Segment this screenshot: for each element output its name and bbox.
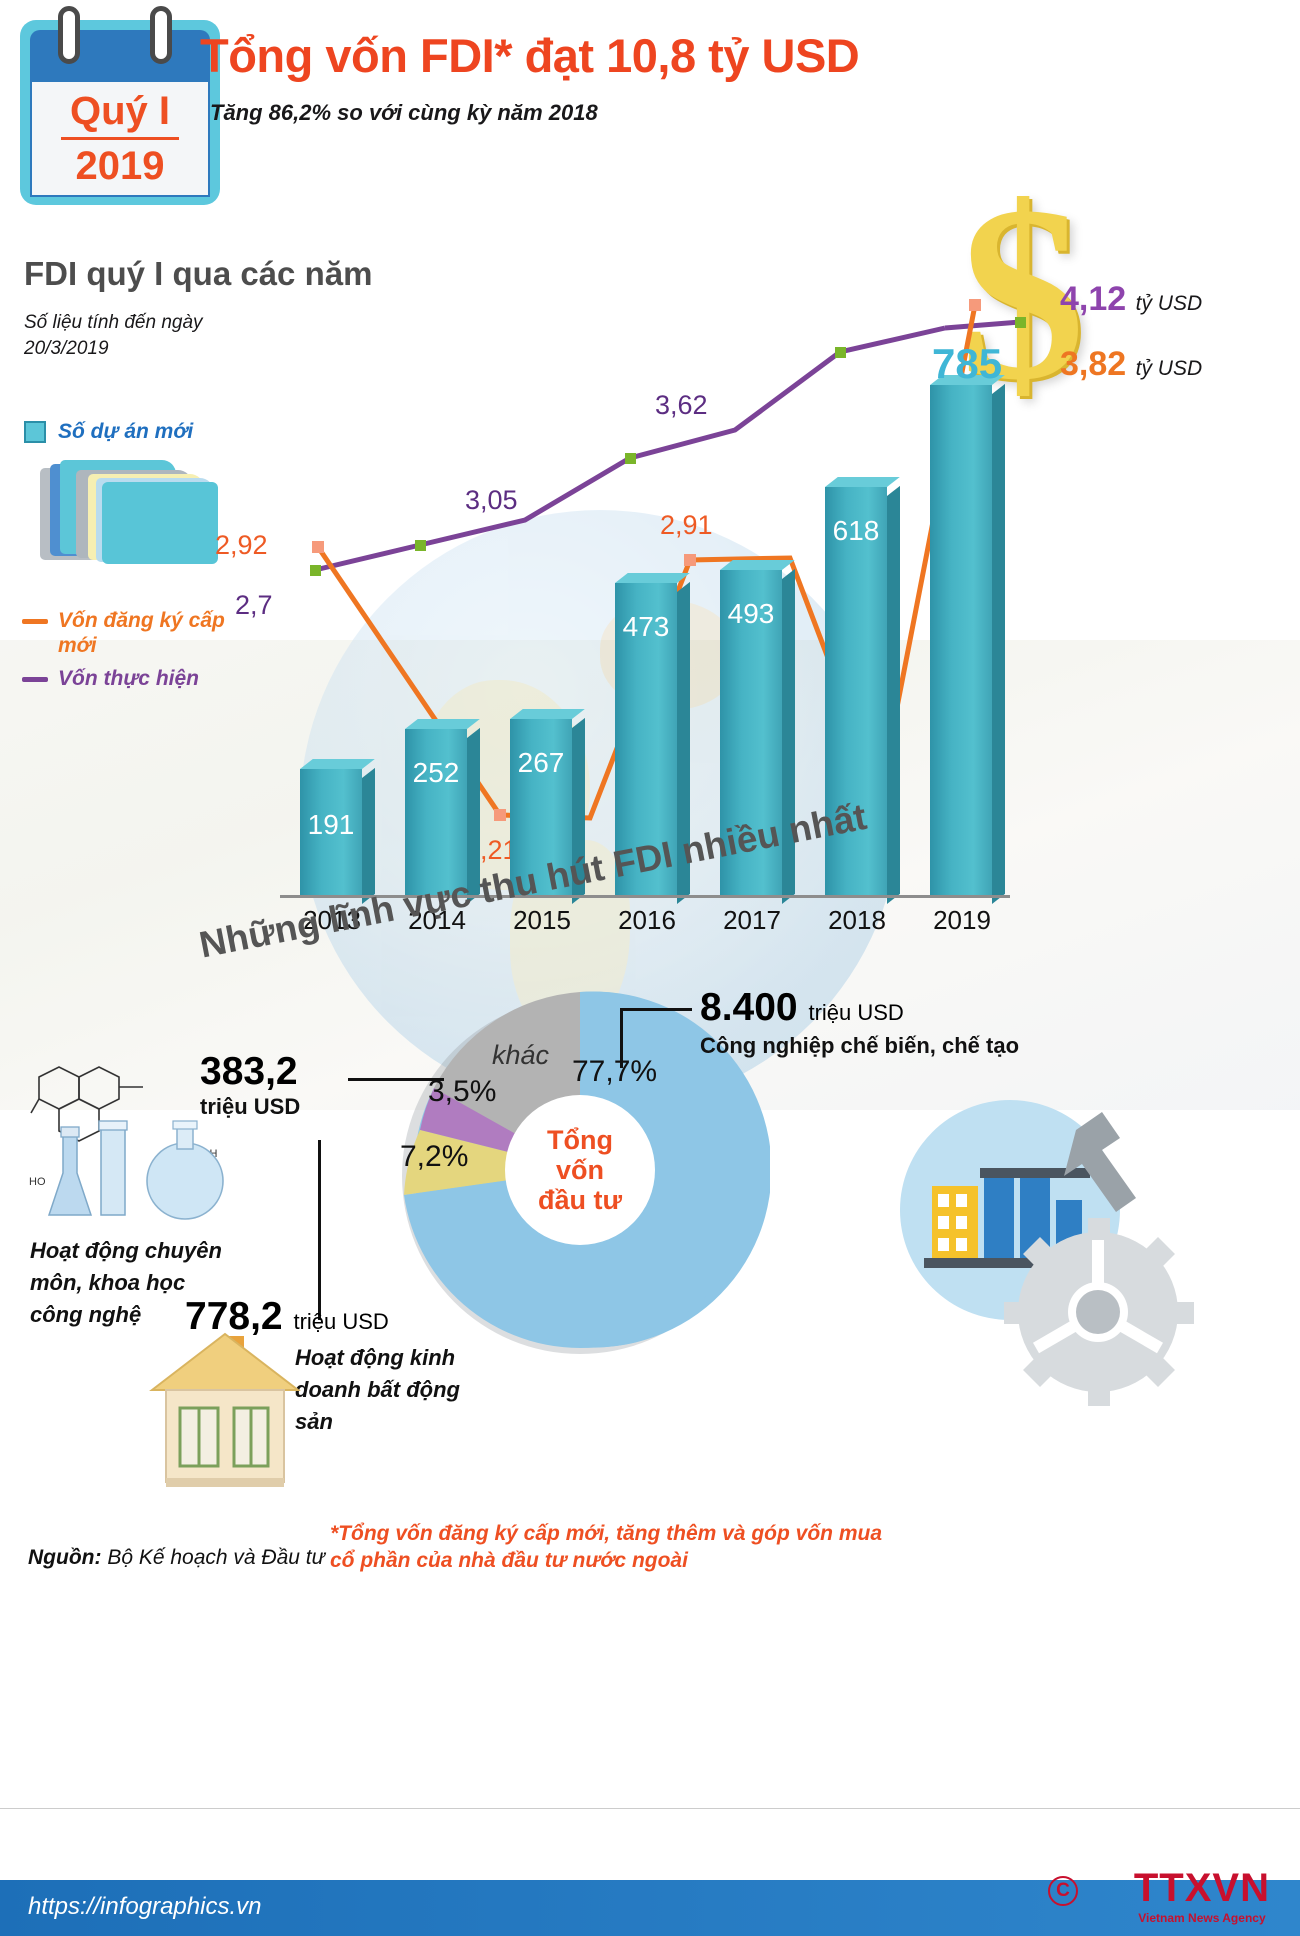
chart-title: FDI quý I qua các năm [24, 255, 373, 292]
bar-2017: 493 [720, 560, 795, 904]
leader-line-science [348, 1078, 444, 1081]
bar-2019 [930, 375, 1005, 905]
footer-url[interactable]: https://infographics.vn [28, 1893, 262, 1920]
folders-illustration-icon [40, 460, 218, 570]
legend-item-realized-capital: Vốn thực hiện [22, 666, 262, 691]
slice-label-other: khác [492, 1040, 550, 1070]
legend-item-registered-capital: Vốn đăng ký cấp mới [22, 608, 262, 658]
endpoint-label-registered: 3,82 tỷ USD [1060, 345, 1203, 383]
bar-2015: 267 [510, 709, 585, 904]
bar-line-chart-section: FDI quý I qua các năm Số liệu tính đến n… [0, 169, 1300, 1110]
bar-label-2019: 785 [932, 340, 1003, 387]
legend-swatch-icon [24, 421, 46, 443]
agency-name: TTXVN [1133, 1866, 1270, 1910]
factory-gear-icon [880, 1090, 1210, 1420]
footer-divider [0, 1808, 1300, 1809]
callout-manufacturing-desc: Công nghiệp chế biến, chế tạo [700, 1033, 1020, 1058]
calendar-ring-right-icon [150, 6, 172, 64]
footnote-text: *Tổng vốn đăng ký cấp mới, tăng thêm và … [330, 1522, 882, 1573]
donut-center-label: Tổng vốn đầu tư [505, 1095, 655, 1245]
copyright-icon: C [1048, 1876, 1078, 1906]
donut-chart: Tổng vốn đầu tư [390, 980, 772, 1360]
callout-manufacturing-amount: 8.400 triệu USD [700, 986, 904, 1029]
agency-subtitle: Vietnam News Agency [1138, 1911, 1266, 1925]
point-label-purple-2013: 2,7 [235, 590, 273, 620]
bar-2018: 618 [825, 477, 900, 904]
legend-bar-label: Số dự án mới [58, 420, 194, 443]
calendar-quarter: Quý I [69, 89, 171, 133]
calendar-header-band [30, 30, 210, 88]
point-label-purple-2014: 3,05 [465, 485, 518, 515]
legend-dash-purple-icon [22, 677, 48, 683]
house-icon [140, 1328, 310, 1493]
year-label-2013: 2013 [303, 905, 361, 935]
year-label-2017: 2017 [723, 905, 781, 935]
footer-bar [0, 1880, 1300, 1936]
leader-line-manufacturing-v [620, 1008, 623, 1068]
calendar-year: 2019 [75, 144, 165, 188]
source-credit: Nguồn: Bộ Kế hoạch và Đầu tư [28, 1546, 325, 1569]
pie-chart-section: Những lĩnh vực thu hút FDI nhiều nhất [0, 796, 1300, 1936]
year-label-2019: 2019 [933, 905, 991, 935]
agency-logo: TTXVN Vietnam News Agency [1134, 1866, 1270, 1925]
calendar-ring-left-icon [58, 6, 80, 64]
bar-2014: 252 [405, 719, 480, 904]
calendar-body: Quý I 2019 [30, 82, 210, 197]
legend-label-realized-capital: Vốn thực hiện [58, 667, 199, 691]
bar-2016: 473 [615, 573, 690, 904]
legend-dash-orange-icon [22, 619, 48, 624]
x-axis-line [280, 895, 1010, 898]
leader-line-realestate [318, 1140, 321, 1320]
calendar-badge: Quý I 2019 [20, 6, 220, 205]
callout-realestate-amount: 778,2 triệu USD [185, 1295, 389, 1338]
slice-pct-manufacturing: 77,7% [572, 1055, 658, 1088]
chart-note: Số liệu tính đến ngày 20/3/2019 [24, 312, 203, 359]
legend-label-registered-capital: Vốn đăng ký cấp mới [58, 609, 225, 658]
year-label-2014: 2014 [408, 905, 466, 935]
chemistry-flasks-icon: HO OH [25, 1065, 255, 1225]
slice-pct-realestate: 7,2% [400, 1140, 469, 1173]
svg-text:HO: HO [29, 1176, 46, 1188]
leader-line-manufacturing-h [620, 1008, 692, 1011]
callout-science-amount: 383,2 [200, 1050, 298, 1093]
legend-line-series: Vốn đăng ký cấp mới Vốn thực hiện [22, 608, 262, 700]
bar-top-face [300, 759, 375, 769]
donut-svg [402, 991, 772, 1354]
chart-plot-area: $ [215, 90, 1290, 950]
bar-2013: 191 [300, 759, 375, 904]
point-label-orange-2013: 2,92 [215, 530, 268, 560]
bar-side-face [362, 767, 375, 904]
calendar-divider [61, 137, 179, 140]
point-label-purple-2016: 3,62 [655, 390, 708, 420]
page-title: Tổng vốn FDI* đạt 10,8 tỷ USD [200, 29, 860, 82]
year-label-2015: 2015 [513, 905, 571, 935]
point-label-orange-2017: 2,91 [660, 510, 713, 540]
callout-science-unit: triệu USD [200, 1094, 301, 1119]
label-science-sector: Hoạt động chuyên môn, khoa học công nghệ [30, 1238, 222, 1327]
year-label-2016: 2016 [618, 905, 676, 935]
endpoint-label-realized: 4,12 tỷ USD [1060, 280, 1203, 318]
year-label-2018: 2018 [828, 905, 886, 935]
legend-bar-series: Số dự án mới [24, 420, 193, 444]
label-realestate-sector: Hoạt động kinh doanh bất động sản [295, 1345, 460, 1434]
page-subtitle: Tăng 86,2% so với cùng kỳ năm 2018 [210, 100, 598, 125]
